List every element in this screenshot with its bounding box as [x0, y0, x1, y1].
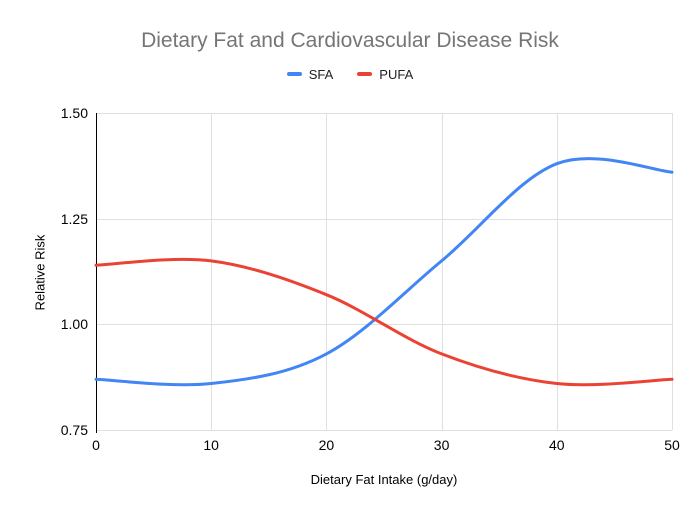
- legend-color-sfa: [286, 72, 302, 76]
- y-tick-label: 1.00: [60, 316, 88, 333]
- x-tick-label: 20: [318, 437, 335, 453]
- x-tick-label: 10: [203, 437, 219, 453]
- y-tick-label: 1.50: [60, 105, 88, 121]
- series-line-sfa: [94, 157, 674, 387]
- legend-label: SFA: [308, 66, 334, 82]
- chart-title: Dietary Fat and Cardiovascular Disease R…: [141, 29, 559, 52]
- series-line-pufa: [94, 257, 674, 387]
- x-axis-title: Dietary Fat Intake (g/day): [310, 472, 458, 487]
- x-tick-label: 0: [92, 437, 100, 453]
- legend-color-pufa: [357, 72, 373, 76]
- legend: SFA PUFA: [0, 66, 700, 82]
- legend-item-pufa: PUFA: [357, 67, 413, 82]
- legend-item-sfa: SFA: [286, 66, 334, 82]
- x-tick-label: 50: [664, 437, 680, 453]
- y-axis-title: Relative Risk: [32, 234, 48, 311]
- x-tick-label: 40: [549, 437, 565, 453]
- x-tick-label: 30: [433, 437, 450, 453]
- y-tick-label: 0.75: [60, 422, 88, 438]
- y-tick-label: 1.25: [60, 210, 88, 227]
- gridlines: [96, 113, 673, 431]
- legend-label: PUFA: [379, 66, 414, 82]
